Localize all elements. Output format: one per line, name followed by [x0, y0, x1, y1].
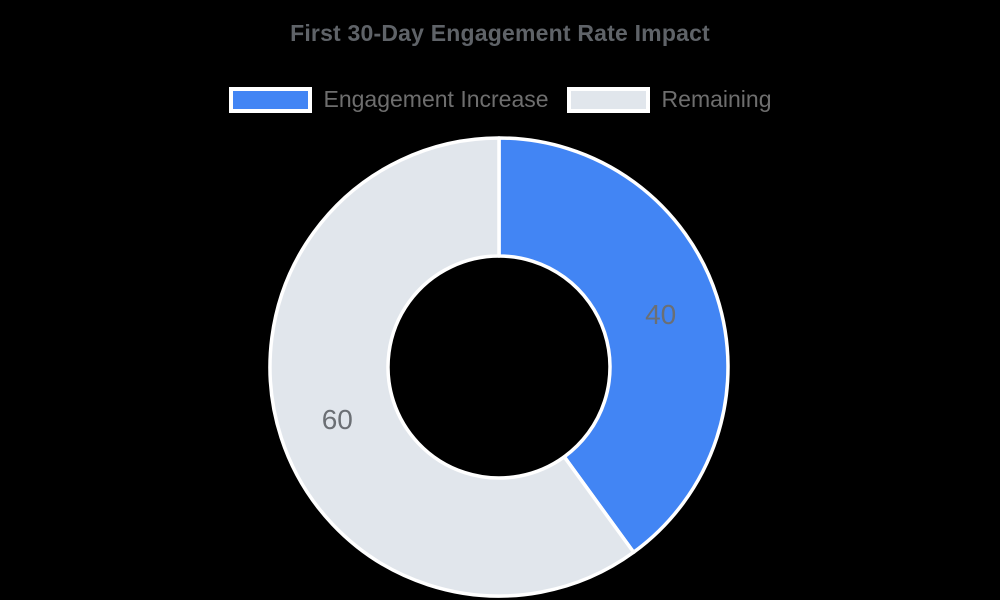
chart-title: First 30-Day Engagement Rate Impact	[290, 20, 710, 46]
legend-swatch-remaining-icon	[566, 86, 650, 113]
pie-slice-remaining[interactable]	[268, 136, 636, 598]
legend: Engagement Increase Remaining	[0, 86, 1000, 113]
legend-label-engagement-increase: Engagement Increase	[323, 86, 549, 112]
legend-swatch-engagement-increase-icon	[228, 86, 312, 113]
legend-label-remaining: Remaining	[661, 86, 772, 112]
slice-value-label-engagement-increase: 40	[645, 299, 676, 330]
pie-slice-engagement-increase[interactable]	[497, 136, 730, 555]
legend-item-engagement-increase[interactable]: Engagement Increase	[228, 86, 549, 113]
legend-item-remaining[interactable]: Remaining	[566, 86, 772, 113]
slice-value-label-remaining: 60	[322, 404, 353, 435]
